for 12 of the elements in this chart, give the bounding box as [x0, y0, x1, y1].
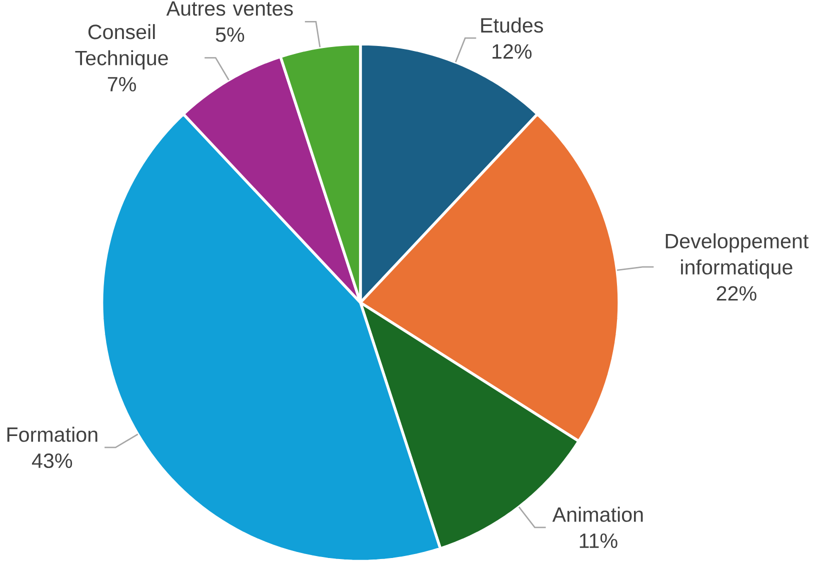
slice-label: Animation	[552, 506, 643, 522]
data-label: 7%	[108, 77, 136, 92]
slice-label: Conseil Technique	[75, 24, 168, 70]
data-label: 5%	[216, 28, 244, 42]
slice-label: Etudes	[481, 18, 543, 33]
slice-label: Autres ventes	[166, 2, 293, 16]
data-label: 22%	[716, 286, 756, 301]
data-label: 43%	[32, 454, 72, 468]
data-label: 12%	[492, 44, 532, 59]
slice-label: Developpement informatique	[666, 233, 809, 279]
slice-label: Formation	[7, 426, 98, 442]
data-label: 11%	[580, 534, 618, 548]
